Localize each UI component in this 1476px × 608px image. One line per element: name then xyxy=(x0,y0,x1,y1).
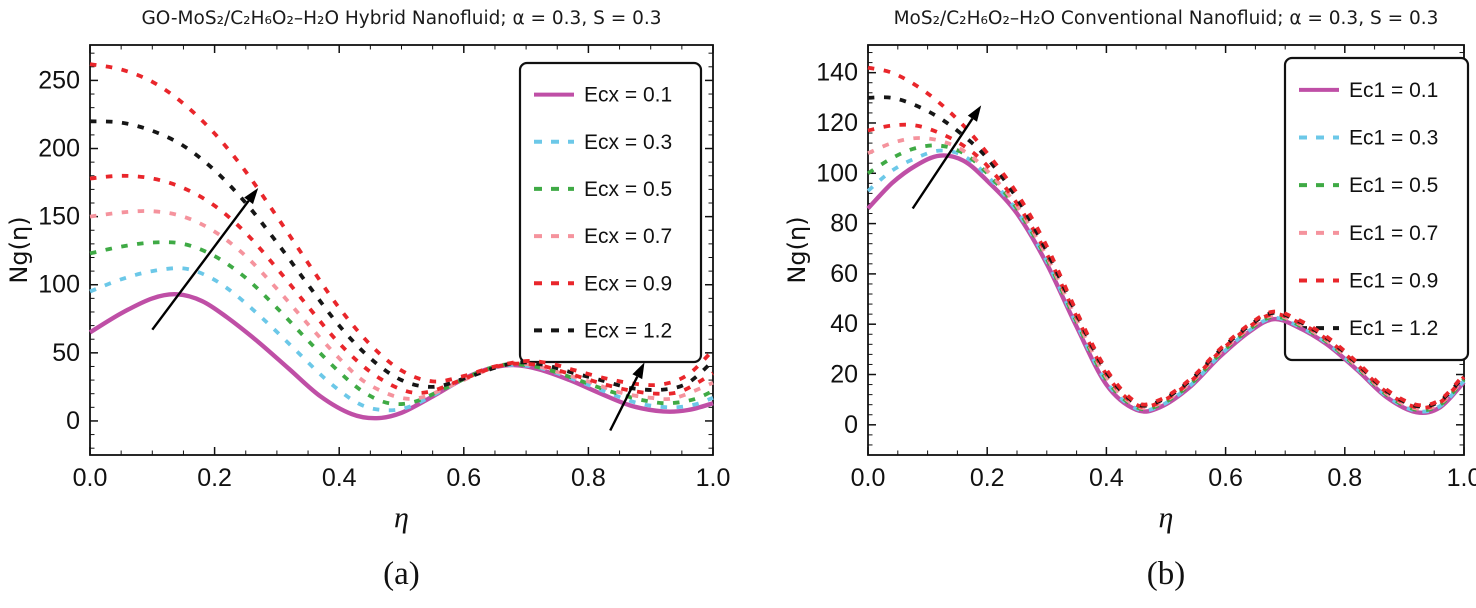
y-tick-label: 200 xyxy=(38,135,80,163)
series-line-ecx-1.2 xyxy=(89,119,715,392)
legend-entry: Ec1 = 1.2 xyxy=(1299,317,1438,340)
chart-title-a: GO-MoS₂/C₂H₆O₂–H₂O Hybrid Nanofluid; α =… xyxy=(141,8,662,29)
legend-label: Ecx = 0.9 xyxy=(584,272,672,295)
legend-entry: Ecx = 0.7 xyxy=(534,225,672,248)
series-line-ec1-0.1 xyxy=(866,153,1466,416)
arrow-head xyxy=(632,362,645,380)
series-line-ecx-0.5 xyxy=(89,240,714,407)
trend-arrow xyxy=(151,188,259,331)
x-axis-label: η xyxy=(394,501,409,534)
legend-entry: Ecx = 1.2 xyxy=(534,319,672,342)
legend: Ec1 = 0.1 Ec1 = 0.3 Ec1 = 0.5 Ec1 = 0.7 Ec1 … xyxy=(1283,56,1470,362)
legend-label: Ecx = 0.7 xyxy=(584,225,672,248)
legend-entry: Ec1 = 0.9 xyxy=(1299,270,1438,293)
legend-label: Ec1 = 0.3 xyxy=(1349,127,1438,150)
y-tick-label: 100 xyxy=(38,271,80,299)
chart-canvas-b: 0.0 0.2 0.4 0.6 0.8 1.0 0 20 40 60 80 100 120 140 η Ng(… xyxy=(783,44,1476,534)
plot-frame-and-ticks xyxy=(89,44,714,456)
legend-entry: Ecx = 0.9 xyxy=(534,272,672,295)
series-line-unlabeled-6 xyxy=(867,65,1466,408)
y-tick-label: 50 xyxy=(52,339,80,367)
subfigure-caption-b: (b) xyxy=(1146,556,1186,592)
legend-box xyxy=(1283,56,1470,362)
trend-arrow xyxy=(911,105,982,210)
series-line-ecx-0.7 xyxy=(89,209,714,402)
x-tick-label: 0.6 xyxy=(446,464,481,492)
x-tick-label: 1.0 xyxy=(696,464,731,492)
tick-labels: 0.0 0.2 0.4 0.6 0.8 1.0 0 20 40 60 80 100 120 140 xyxy=(816,59,1476,492)
x-axis-label: η xyxy=(1159,501,1174,534)
x-tick-label: 0.4 xyxy=(322,464,357,492)
legend-entry: Ecx = 0.5 xyxy=(534,178,672,201)
y-axis-label: Ng(η) xyxy=(783,216,811,283)
x-tick-label: 0.8 xyxy=(1327,464,1362,492)
series-group xyxy=(866,65,1466,416)
legend-label: Ecx = 1.2 xyxy=(584,319,672,342)
series-line-ec1-0.3 xyxy=(866,148,1466,414)
arrow-head xyxy=(967,105,982,122)
legend-label: Ecx = 0.5 xyxy=(584,178,672,201)
trend-arrow xyxy=(609,362,645,432)
legend-label: Ec1 = 1.2 xyxy=(1349,317,1438,340)
series-line-ecx-0.3 xyxy=(89,266,714,413)
y-tick-label: 0 xyxy=(844,411,858,439)
subfigure-caption-a: (a) xyxy=(383,556,420,592)
x-tick-label: 0.2 xyxy=(197,464,232,492)
series-line-ecx-0.1 xyxy=(88,292,714,421)
x-tick-label: 0.0 xyxy=(73,464,108,492)
y-axis-label: Ng(η) xyxy=(5,216,33,283)
tick-labels: 0.0 0.2 0.4 0.6 0.8 1.0 0 50 100 150 200 250 xyxy=(38,66,730,492)
legend-label: Ec1 = 0.7 xyxy=(1349,222,1438,245)
y-tick-label: 100 xyxy=(816,159,858,187)
legend-entry: Ec1 = 0.1 xyxy=(1299,79,1438,102)
chart-title-b: MoS₂/C₂H₆O₂–H₂O Conventional Nanofluid; … xyxy=(893,8,1439,29)
x-tick-label: 0.8 xyxy=(571,464,606,492)
legend-label: Ec1 = 0.9 xyxy=(1349,270,1438,293)
legend-label: Ecx = 0.3 xyxy=(584,131,672,154)
y-tick-label: 20 xyxy=(830,361,858,389)
legend-entry: Ec1 = 0.7 xyxy=(1299,222,1438,245)
y-tick-label: 60 xyxy=(830,260,858,288)
y-tick-label: 150 xyxy=(38,203,80,231)
series-group xyxy=(88,62,715,421)
legend-box xyxy=(518,61,703,364)
chart-canvas-a: 0.0 0.2 0.4 0.6 0.8 1.0 0 50 100 150 200 250 η Ng(η) E… xyxy=(5,44,730,534)
series-line-unlabeled-6 xyxy=(89,62,715,388)
x-tick-label: 0.0 xyxy=(851,464,886,492)
x-tick-label: 0.4 xyxy=(1089,464,1124,492)
legend-entry: Ecx = 0.1 xyxy=(534,84,672,107)
legend-entry: Ecx = 0.3 xyxy=(534,131,672,154)
y-tick-label: 40 xyxy=(830,310,858,338)
legend-label: Ecx = 0.1 xyxy=(584,84,672,107)
legend-label: Ec1 = 0.1 xyxy=(1349,79,1438,102)
y-tick-label: 250 xyxy=(38,66,80,94)
legend-label: Ec1 = 0.5 xyxy=(1349,174,1438,197)
y-tick-label: 140 xyxy=(816,59,858,87)
legend: Ecx = 0.1 Ecx = 0.3 Ecx = 0.5 Ecx = 0.7 Ecx … xyxy=(518,61,703,364)
legend-entry: Ec1 = 0.3 xyxy=(1299,127,1438,150)
y-tick-label: 120 xyxy=(816,109,858,137)
panel-a: GO-MoS₂/C₂H₆O₂–H₂O Hybrid Nanofluid; α =… xyxy=(5,8,730,592)
x-tick-label: 0.6 xyxy=(1208,464,1243,492)
legend-entry: Ec1 = 0.5 xyxy=(1299,174,1438,197)
x-tick-label: 0.2 xyxy=(970,464,1005,492)
series-line-ecx-0.9 xyxy=(89,173,714,396)
panel-b: MoS₂/C₂H₆O₂–H₂O Conventional Nanofluid; … xyxy=(738,0,1476,608)
y-tick-label: 80 xyxy=(830,210,858,238)
x-tick-label: 1.0 xyxy=(1447,464,1476,492)
y-tick-label: 0 xyxy=(66,407,80,435)
arrow-head xyxy=(244,188,259,205)
